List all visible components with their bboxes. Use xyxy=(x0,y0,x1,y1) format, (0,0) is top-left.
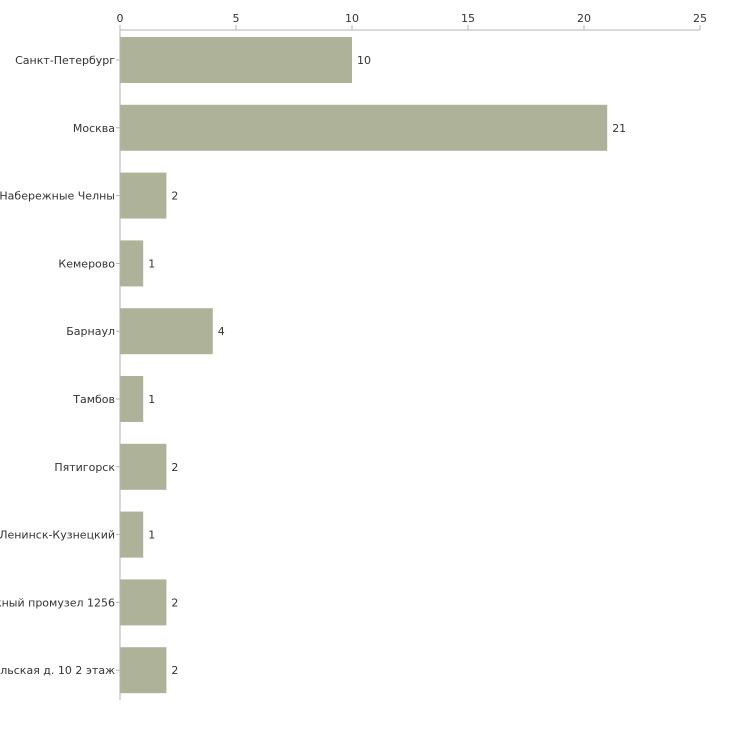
value-label: 2 xyxy=(171,461,178,474)
bar xyxy=(120,579,167,626)
x-tick-label: 20 xyxy=(577,12,591,25)
x-tick-label: 10 xyxy=(345,12,359,25)
bars xyxy=(120,37,608,694)
value-label: 1 xyxy=(148,393,155,406)
category-label: Набережные Челны xyxy=(0,190,115,203)
x-tick-label: 5 xyxy=(233,12,240,25)
value-label: 2 xyxy=(171,190,178,203)
category-label: Москва xyxy=(73,122,115,135)
category-label: Барнаул xyxy=(66,325,115,338)
category-label: Никольская д. 10 2 этаж xyxy=(0,664,115,677)
category-label: Южный промузел 1256 xyxy=(0,596,115,609)
value-label: 1 xyxy=(148,257,155,270)
category-labels: Санкт-Петербург Москва Набережные Челны Кем… xyxy=(0,54,115,677)
bar xyxy=(120,308,213,355)
bar xyxy=(120,37,352,83)
value-label: 2 xyxy=(171,596,178,609)
value-label: 4 xyxy=(218,325,225,338)
x-axis-ticks: 0 5 10 15 20 25 xyxy=(117,12,707,30)
x-tick-label: 25 xyxy=(693,12,707,25)
x-tick-label: 15 xyxy=(461,12,475,25)
category-label: Пятигорск xyxy=(54,461,115,474)
value-label: 10 xyxy=(357,54,371,67)
value-label: 1 xyxy=(148,529,155,542)
category-label: Ленинск-Кузнецкий xyxy=(0,529,115,542)
bar xyxy=(120,443,167,490)
bar xyxy=(120,240,144,287)
bar xyxy=(120,647,167,694)
bar xyxy=(120,376,144,422)
category-label: Кемерово xyxy=(58,257,115,270)
bar xyxy=(120,172,167,219)
value-label: 2 xyxy=(171,664,178,677)
x-tick-label: 0 xyxy=(117,12,124,25)
value-label: 21 xyxy=(612,122,626,135)
axes xyxy=(116,29,700,700)
category-label: Санкт-Петербург xyxy=(15,54,115,67)
bar xyxy=(120,104,608,151)
bar xyxy=(120,511,144,558)
category-label: Тамбов xyxy=(72,393,115,406)
